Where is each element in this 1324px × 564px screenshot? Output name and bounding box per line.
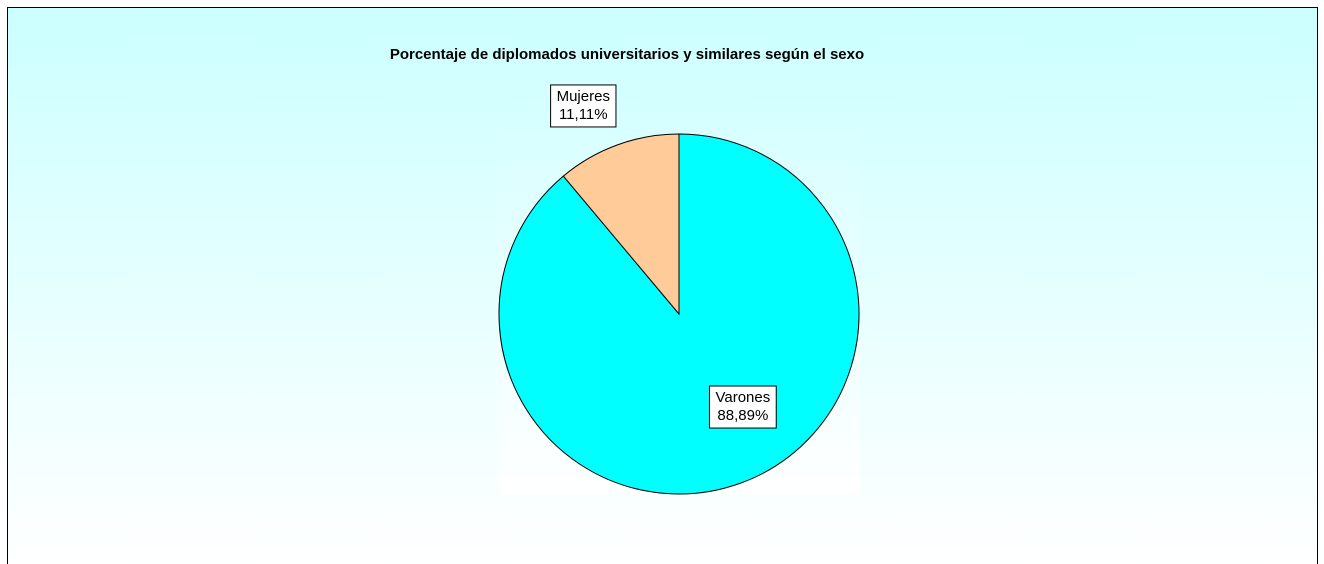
chart-title: Porcentaje de diplomados universitarios … bbox=[390, 46, 864, 63]
data-label-category: Varones bbox=[715, 389, 770, 406]
data-label-value: 11,11% bbox=[559, 106, 608, 123]
data-label-box bbox=[550, 84, 617, 128]
pie-slice bbox=[562, 133, 680, 316]
data-label-category: Mujeres bbox=[557, 88, 610, 105]
data-label-box bbox=[708, 385, 777, 429]
data-label-value: 88,89% bbox=[717, 407, 768, 424]
